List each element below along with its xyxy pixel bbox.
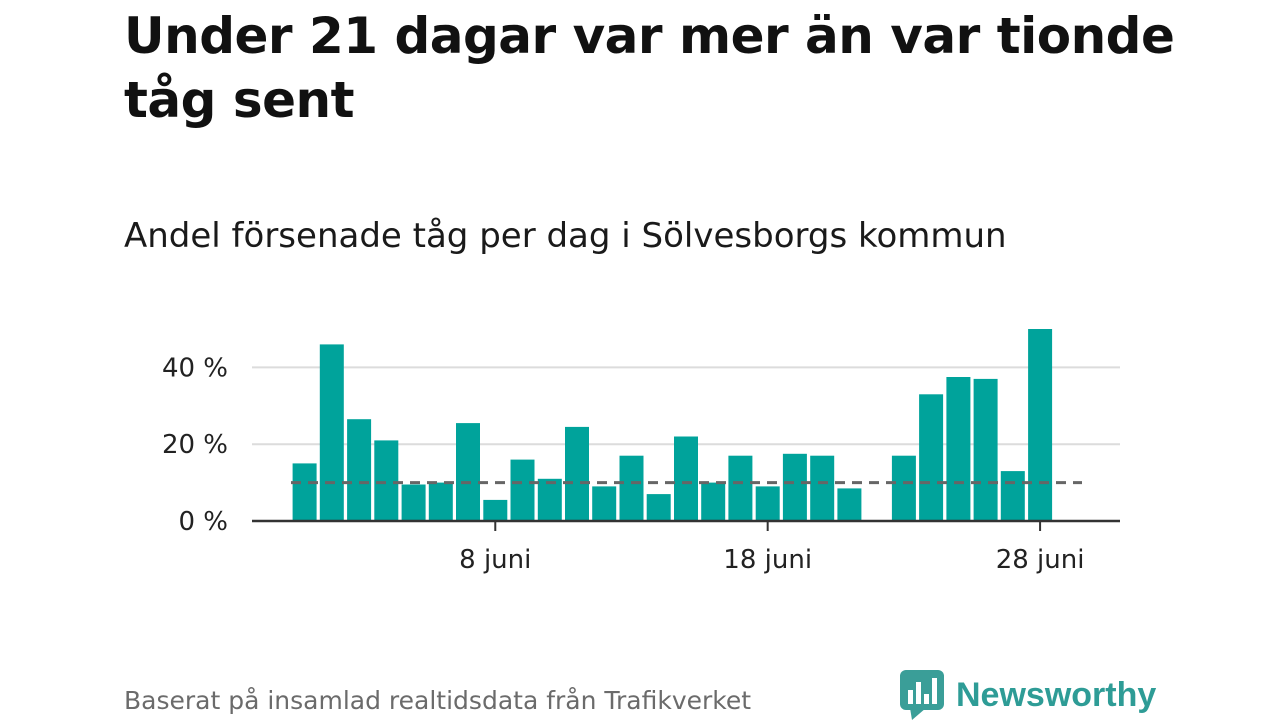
bar bbox=[755, 486, 780, 521]
bar bbox=[456, 423, 480, 521]
bar bbox=[674, 436, 698, 521]
bar bbox=[292, 463, 317, 521]
chart-title: Under 21 dagar var mer än var tionde tåg… bbox=[124, 7, 1175, 129]
bar bbox=[592, 486, 617, 521]
bar bbox=[701, 482, 726, 521]
bar bbox=[728, 455, 753, 521]
bar bbox=[782, 453, 807, 521]
bar bbox=[401, 484, 426, 521]
newsworthy-logo-icon bbox=[900, 670, 944, 720]
bar bbox=[1028, 329, 1053, 521]
bar bbox=[919, 394, 944, 521]
bar bbox=[537, 478, 562, 521]
x-tick-label: 28 juni bbox=[996, 545, 1085, 575]
bar bbox=[973, 378, 998, 521]
bar bbox=[946, 377, 971, 521]
bar bbox=[1000, 471, 1025, 521]
x-tick-label: 8 juni bbox=[459, 545, 531, 575]
y-tick-label: 0 % bbox=[178, 507, 228, 537]
bar bbox=[810, 455, 835, 521]
bar bbox=[483, 499, 508, 521]
brand-name: Newsworthy bbox=[956, 675, 1157, 714]
bar bbox=[891, 455, 916, 521]
bar bbox=[646, 494, 671, 521]
bar bbox=[374, 440, 399, 521]
bars bbox=[292, 329, 1053, 521]
source-note: Baserat på insamlad realtidsdata från Tr… bbox=[124, 686, 752, 715]
bar bbox=[510, 459, 535, 521]
bar bbox=[565, 426, 589, 521]
bar bbox=[319, 344, 344, 521]
chart-subtitle: Andel försenade tåg per dag i Sölvesborg… bbox=[124, 216, 1007, 256]
y-tick-label: 20 % bbox=[162, 430, 228, 460]
bar-chart: 0 % 20 % 40 % 8 juni 18 juni 28 juni bbox=[162, 329, 1120, 575]
bar bbox=[347, 419, 372, 521]
bar bbox=[428, 482, 453, 521]
brand[interactable]: Newsworthy bbox=[900, 670, 1156, 720]
bar bbox=[619, 455, 644, 521]
bar bbox=[837, 488, 862, 521]
axes: 0 % 20 % 40 % 8 juni 18 juni 28 juni bbox=[162, 353, 1120, 575]
x-tick-label: 18 juni bbox=[723, 545, 812, 575]
y-tick-label: 40 % bbox=[162, 353, 228, 383]
